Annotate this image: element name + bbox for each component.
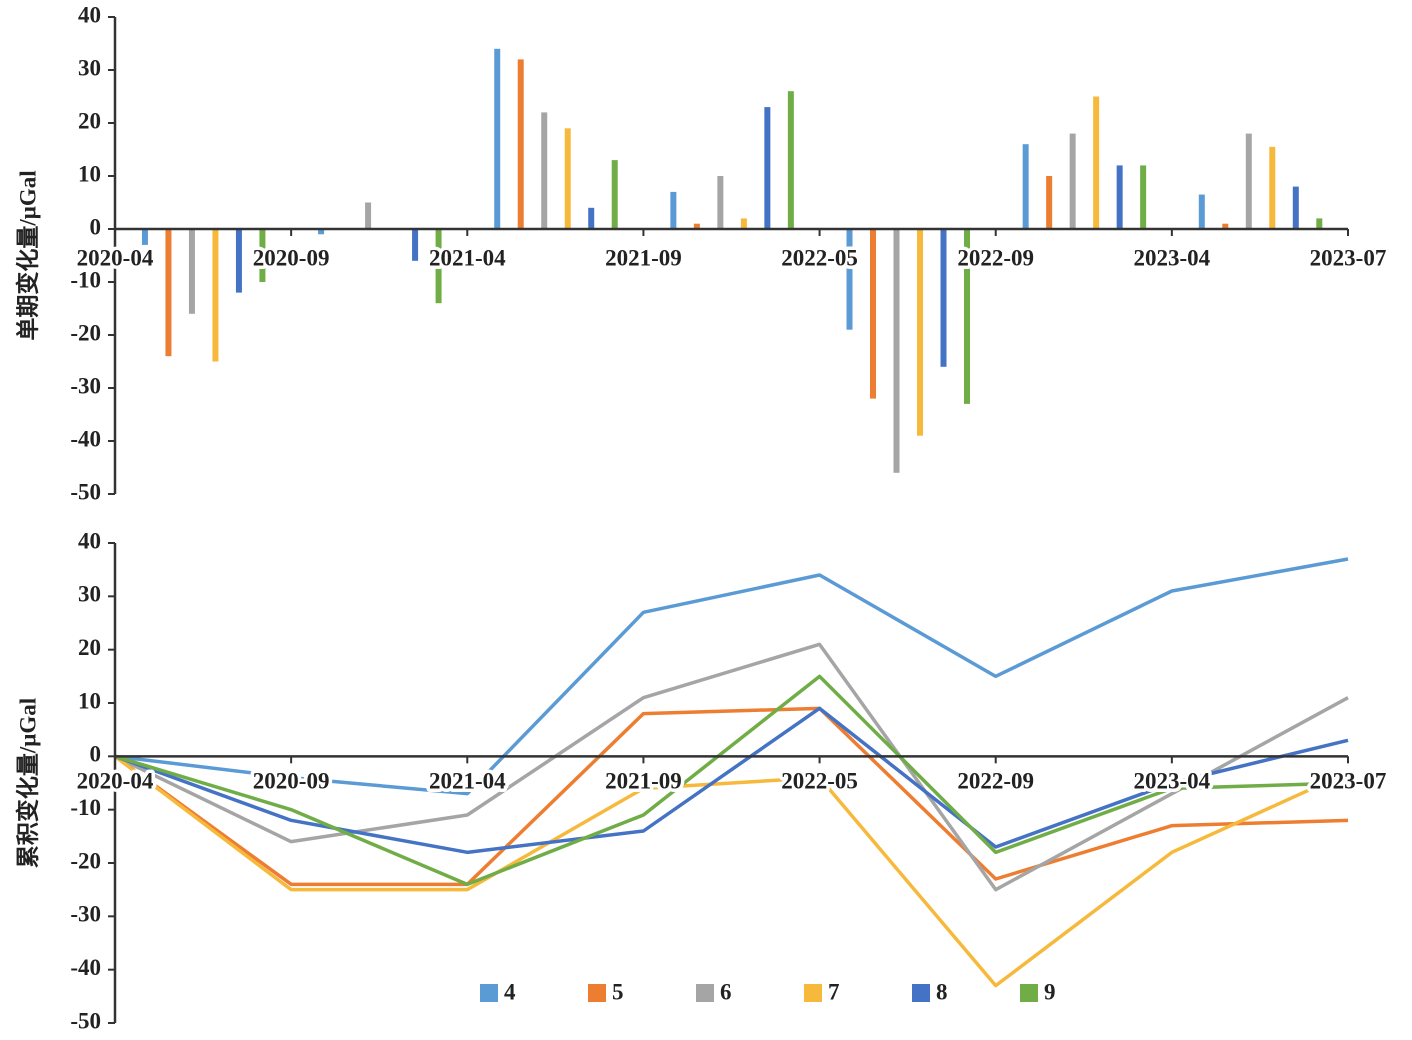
legend-label: 5 xyxy=(612,979,624,1004)
line-series xyxy=(114,642,1349,892)
y-tick-label: 30 xyxy=(78,582,101,607)
y-tick-label: -40 xyxy=(70,955,101,980)
x-tick-label: 2022-09 xyxy=(957,769,1034,794)
y-tick-label: 0 xyxy=(90,742,102,767)
y-tick-label: -20 xyxy=(70,848,101,873)
x-tick-label: 2020-04 xyxy=(77,769,154,794)
bar xyxy=(1069,133,1076,229)
bar xyxy=(1316,218,1323,229)
bar xyxy=(764,107,771,229)
y-tick-label: 0 xyxy=(90,214,102,239)
line-series xyxy=(114,557,1349,796)
bar xyxy=(541,112,548,229)
legend-label: 6 xyxy=(720,979,732,1004)
legend-swatch xyxy=(912,984,930,1002)
bar xyxy=(517,59,524,230)
x-tick-label: 2023-07 xyxy=(1310,769,1387,794)
y-tick-label: -10 xyxy=(70,267,101,292)
bar xyxy=(318,229,325,235)
legend-swatch xyxy=(588,984,606,1002)
bar xyxy=(188,229,195,314)
line-series xyxy=(113,754,1349,988)
y-tick-label: -30 xyxy=(70,902,101,927)
line-series xyxy=(114,674,1349,887)
bar xyxy=(1093,96,1100,229)
x-tick-label: 2022-05 xyxy=(781,769,858,794)
bar xyxy=(787,91,794,229)
x-tick-label: 2021-04 xyxy=(429,769,506,794)
bar xyxy=(235,229,242,293)
bar xyxy=(740,218,747,229)
x-tick-label: 2021-09 xyxy=(605,769,682,794)
y-tick-label: -50 xyxy=(70,479,101,504)
x-tick-label: 2020-09 xyxy=(253,769,330,794)
bar xyxy=(259,229,266,282)
legend-label: 7 xyxy=(828,979,840,1004)
bar xyxy=(165,229,172,357)
bar xyxy=(1198,194,1205,229)
x-tick-label: 2020-04 xyxy=(77,245,154,270)
x-tick-label: 2023-04 xyxy=(1134,245,1211,270)
bar xyxy=(412,229,419,261)
x-tick-label: 2023-07 xyxy=(1310,245,1387,270)
bar xyxy=(717,176,724,229)
y-tick-label: -10 xyxy=(70,795,101,820)
x-tick-label: 2022-09 xyxy=(957,245,1034,270)
bar xyxy=(611,160,618,229)
x-tick-label: 2021-04 xyxy=(429,245,506,270)
y-tick-label: 20 xyxy=(78,108,101,133)
bar xyxy=(940,229,947,367)
bar xyxy=(1140,165,1147,229)
y-tick-label: 10 xyxy=(78,688,101,713)
bar xyxy=(564,128,571,229)
x-tick-label: 2020-09 xyxy=(253,245,330,270)
bar xyxy=(846,229,853,330)
bar xyxy=(893,229,900,473)
y-tick-label: 30 xyxy=(78,55,101,80)
legend-label: 8 xyxy=(936,979,948,1004)
line-series xyxy=(113,706,1349,887)
legend-swatch xyxy=(480,984,498,1002)
bar xyxy=(964,229,971,404)
y-tick-label: 20 xyxy=(78,635,101,660)
legend-swatch xyxy=(804,984,822,1002)
legend-label: 9 xyxy=(1044,979,1056,1004)
y-tick-label: -30 xyxy=(70,373,101,398)
bar xyxy=(1022,144,1029,229)
legend-swatch xyxy=(696,984,714,1002)
bar xyxy=(141,229,148,245)
line-series xyxy=(114,706,1349,855)
y-tick-label: 10 xyxy=(78,161,101,186)
bar xyxy=(1046,176,1053,229)
bar xyxy=(1269,146,1276,229)
x-tick-label: 2022-05 xyxy=(781,245,858,270)
bar xyxy=(212,229,219,362)
y-tick-label: -40 xyxy=(70,426,101,451)
bar xyxy=(588,207,595,229)
bar xyxy=(1245,133,1252,229)
legend-label: 4 xyxy=(504,979,516,1004)
bar xyxy=(1116,165,1123,229)
bar xyxy=(365,202,372,229)
bar xyxy=(917,229,924,436)
bar xyxy=(870,229,877,399)
y-axis-title: 累积变化量/μGal xyxy=(14,698,40,868)
y-tick-label: -50 xyxy=(70,1008,101,1033)
y-axis-title: 单期变化量/μGal xyxy=(14,170,40,340)
y-tick-label: 40 xyxy=(78,528,101,553)
bar xyxy=(1222,223,1229,229)
y-tick-label: -20 xyxy=(70,320,101,345)
x-tick-label: 2023-04 xyxy=(1134,769,1211,794)
x-tick-label: 2021-09 xyxy=(605,245,682,270)
bar xyxy=(670,191,677,229)
bar xyxy=(494,48,501,229)
y-tick-label: 40 xyxy=(78,2,101,27)
bar xyxy=(693,223,700,229)
bar xyxy=(1292,186,1299,229)
bar xyxy=(435,229,442,304)
legend-swatch xyxy=(1020,984,1038,1002)
